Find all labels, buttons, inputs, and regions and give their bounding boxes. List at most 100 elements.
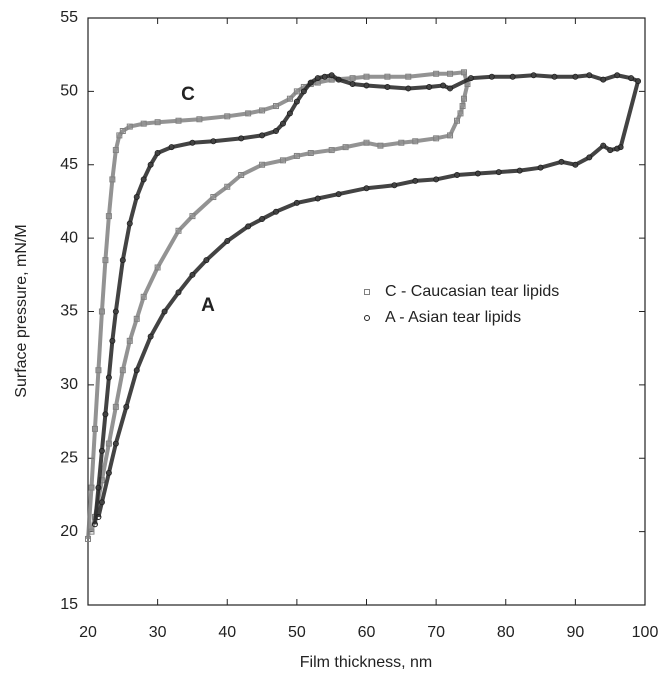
- x-tick-label: 80: [497, 624, 515, 641]
- point: [98, 447, 105, 454]
- point: [119, 257, 126, 264]
- point: [88, 528, 95, 535]
- point: [210, 194, 217, 201]
- point: [459, 103, 466, 110]
- point: [405, 85, 412, 92]
- point: [307, 79, 314, 86]
- point: [307, 150, 314, 157]
- y-tick-label: 45: [60, 156, 78, 173]
- point: [530, 72, 537, 79]
- point: [300, 88, 307, 95]
- point: [196, 116, 203, 123]
- point: [384, 73, 391, 80]
- point: [112, 440, 119, 447]
- point: [245, 223, 252, 230]
- point: [607, 147, 614, 154]
- point: [614, 72, 621, 79]
- point: [433, 70, 440, 77]
- point: [147, 333, 154, 340]
- point: [140, 176, 147, 183]
- point: [147, 161, 154, 168]
- point: [259, 216, 266, 223]
- point: [98, 308, 105, 315]
- legend-label: A - Asian tear lipids: [385, 309, 521, 326]
- point: [133, 315, 140, 322]
- point: [224, 113, 231, 120]
- point: [259, 107, 266, 114]
- point: [133, 367, 140, 374]
- point: [102, 411, 109, 418]
- point: [600, 76, 607, 83]
- point: [454, 117, 461, 124]
- y-tick-label: 35: [60, 303, 78, 320]
- point: [488, 73, 495, 80]
- point: [321, 73, 328, 80]
- point: [349, 81, 356, 88]
- point: [460, 69, 467, 76]
- x-tick-label: 60: [358, 624, 376, 641]
- point: [189, 139, 196, 146]
- point: [88, 484, 95, 491]
- point: [175, 117, 182, 124]
- point: [314, 75, 321, 82]
- x-tick-label: 90: [566, 624, 584, 641]
- point: [224, 183, 231, 190]
- point: [112, 147, 119, 154]
- point: [98, 499, 105, 506]
- y-tick-label: 20: [60, 523, 78, 540]
- point: [91, 425, 98, 432]
- point: [126, 123, 133, 130]
- point: [119, 367, 126, 374]
- point: [238, 135, 245, 142]
- x-tick-label: 50: [288, 624, 306, 641]
- point: [109, 176, 116, 183]
- point: [123, 403, 130, 410]
- point: [363, 73, 370, 80]
- x-tick-label: 100: [632, 624, 659, 641]
- y-tick-label: 15: [60, 596, 78, 613]
- point: [412, 138, 419, 145]
- point: [245, 110, 252, 117]
- point: [412, 177, 419, 184]
- point: [447, 132, 454, 139]
- point: [363, 82, 370, 89]
- point: [293, 98, 300, 105]
- point: [272, 127, 279, 134]
- point: [238, 172, 245, 179]
- point: [377, 142, 384, 149]
- point: [279, 157, 286, 164]
- series-line: [86, 70, 470, 540]
- y-tick-label: 40: [60, 229, 78, 246]
- point: [454, 172, 461, 179]
- point: [460, 95, 467, 102]
- point: [168, 144, 175, 151]
- point: [95, 367, 102, 374]
- point: [426, 83, 433, 90]
- point: [467, 75, 474, 82]
- point: [495, 169, 502, 176]
- point: [161, 308, 168, 315]
- x-tick-label: 70: [427, 624, 445, 641]
- point: [175, 289, 182, 296]
- point: [509, 73, 516, 80]
- point: [433, 135, 440, 142]
- point: [154, 264, 161, 271]
- point: [154, 150, 161, 157]
- point: [447, 85, 454, 92]
- point: [189, 271, 196, 278]
- point: [119, 127, 126, 134]
- point: [447, 70, 454, 77]
- point: [391, 182, 398, 189]
- point: [91, 521, 98, 528]
- point: [314, 195, 321, 202]
- point: [293, 88, 300, 95]
- point: [105, 440, 112, 447]
- point: [558, 158, 565, 165]
- point: [95, 513, 102, 520]
- point: [349, 75, 356, 82]
- point: [272, 103, 279, 110]
- point: [105, 213, 112, 220]
- x-tick-label: 40: [218, 624, 236, 641]
- x-axis-label: Film thickness, nm: [300, 654, 432, 671]
